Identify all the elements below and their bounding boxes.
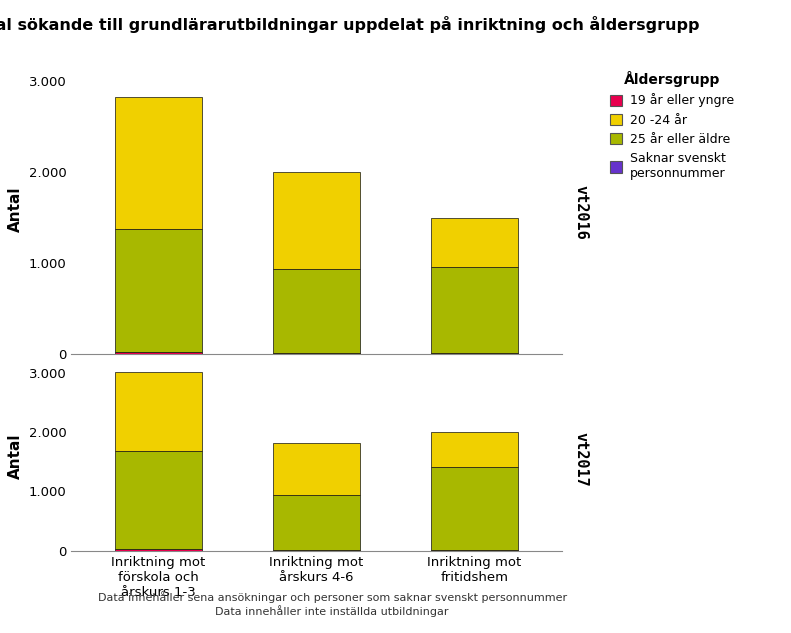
Bar [115,352,202,354]
Y-axis label: Antal: Antal [8,433,23,479]
Text: Data innehåller sena ansökningar och personer som saknar svenskt personnummer
Da: Data innehåller sena ansökningar och per… [97,591,567,617]
Y-axis label: Antal: Antal [8,186,23,232]
Bar [273,269,360,353]
Bar [431,218,518,266]
Bar [115,97,202,229]
Bar [115,549,202,551]
Bar [273,549,360,551]
Bar [273,443,360,495]
Bar [115,229,202,352]
Bar [431,550,518,551]
Bar [431,467,518,550]
Bar [273,353,360,354]
Text: vt2016: vt2016 [573,185,589,239]
Legend: 19 år eller yngre, 20 -24 år, 25 år eller äldre, Saknar svenskt
personnummer: 19 år eller yngre, 20 -24 år, 25 år elle… [602,64,741,188]
Bar [115,372,202,451]
Bar [431,432,518,467]
Bar [115,451,202,549]
Bar [431,353,518,354]
Text: vt2017: vt2017 [573,432,589,486]
Bar [273,172,360,269]
Bar [431,266,518,353]
Text: Antal sökande till grundlärarutbildningar uppdelat på inriktning och åldersgrupp: Antal sökande till grundlärarutbildninga… [0,16,700,33]
Bar [273,495,360,549]
